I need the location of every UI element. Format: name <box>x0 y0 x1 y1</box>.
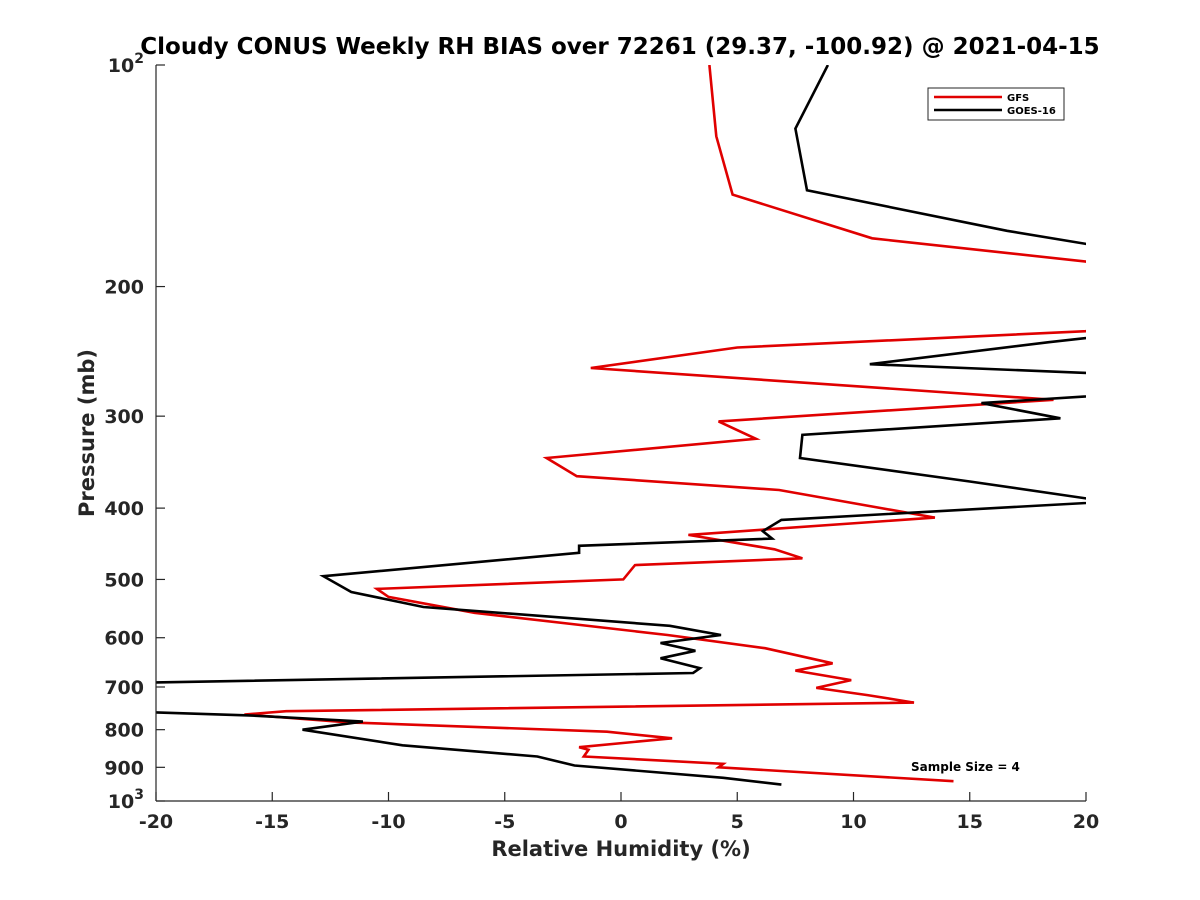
y-tick-label: 200 <box>104 277 144 299</box>
x-tick-label: -15 <box>255 811 289 833</box>
y-tick-label: 400 <box>104 498 144 520</box>
x-tick-label: 15 <box>957 811 983 833</box>
y-tick-label: 900 <box>104 757 144 779</box>
legend-label-gfs: GFS <box>1007 93 1029 104</box>
legend-box <box>927 87 1065 121</box>
y-tick-label: 800 <box>104 720 144 742</box>
x-tick-label: 0 <box>614 811 627 833</box>
y-tick-label-exponent: 2 <box>134 51 144 67</box>
y-tick-label-base: 400 <box>104 498 144 520</box>
y-tick-label-base: 800 <box>104 720 144 742</box>
x-tick-label: 10 <box>840 811 866 833</box>
y-tick-label-base: 300 <box>104 406 144 428</box>
legend: GFS GOES-16 <box>927 87 1065 121</box>
x-tick-label: -10 <box>371 811 405 833</box>
x-axis-label: Relative Humidity (%) <box>491 837 750 861</box>
y-tick-label: 500 <box>104 569 144 591</box>
x-tick-label: 20 <box>1073 811 1099 833</box>
y-tick-label-base: 200 <box>104 277 144 299</box>
y-tick-label-base: 900 <box>104 757 144 779</box>
series-layer <box>156 65 1086 786</box>
y-tick-label: 300 <box>104 406 144 428</box>
series-line-gfs <box>244 65 1086 783</box>
y-tick-label-base: 10 <box>108 55 134 77</box>
y-tick-label: 103 <box>108 787 144 813</box>
y-tick-label-base: 600 <box>104 628 144 650</box>
sample-size-annotation: Sample Size = 4 <box>911 760 1020 774</box>
y-tick-label: 600 <box>104 628 144 650</box>
x-tick-label: -20 <box>139 811 173 833</box>
y-tick-label-base: 500 <box>104 569 144 591</box>
y-tick-label: 102 <box>108 51 144 77</box>
y-tick-label-base: 10 <box>108 791 134 813</box>
y-tick-label: 700 <box>104 677 144 699</box>
y-axis-label: Pressure (mb) <box>75 349 99 517</box>
chart-title: Cloudy CONUS Weekly RH BIAS over 72261 (… <box>140 34 1099 60</box>
y-tick-label-base: 700 <box>104 677 144 699</box>
y-tick-label-exponent: 3 <box>134 787 144 803</box>
legend-label-goes16: GOES-16 <box>1007 106 1056 117</box>
x-tick-label: 5 <box>731 811 744 833</box>
series-line-goes16 <box>156 65 1086 786</box>
x-axis-ticks: -20 -15 -10 -5 0 5 10 15 20 <box>139 792 1099 833</box>
x-tick-label: -5 <box>494 811 515 833</box>
